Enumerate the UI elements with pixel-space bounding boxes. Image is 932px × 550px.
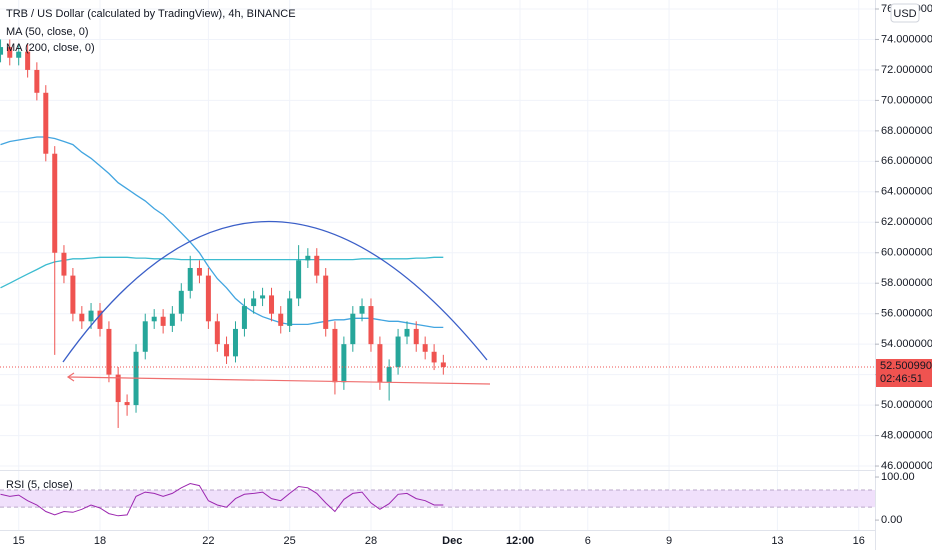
currency-badge[interactable] — [890, 3, 920, 23]
x-tick-label: 6 — [585, 535, 591, 547]
trend-arrow — [66, 372, 75, 382]
last-price-badge — [876, 358, 932, 387]
grid — [0, 0, 875, 530]
x-tick-label: 22 — [202, 535, 214, 547]
candle-body — [287, 298, 293, 326]
x-tick-label: 9 — [666, 535, 672, 547]
y-tick-label: 46.000000 — [881, 460, 932, 472]
candle-body — [34, 69, 40, 93]
candle-body — [368, 306, 374, 345]
y-tick-label: 72.000000 — [881, 64, 932, 76]
y-tick-label: 64.000000 — [881, 186, 932, 198]
currency[interactable]: USD — [893, 8, 916, 20]
y-tick-label: 70.000000 — [881, 94, 932, 106]
candle-body — [61, 252, 67, 276]
legend-ma50: MA (50, close, 0) — [6, 26, 89, 38]
candle-body — [178, 290, 184, 314]
candle-body — [404, 328, 410, 337]
arc-drawing — [62, 221, 488, 363]
rsi-tick-label: 0.00 — [881, 514, 902, 526]
candle-body — [214, 321, 220, 345]
y-tick-label: 62.000000 — [881, 216, 932, 228]
y-tick-label: 50.000000 — [881, 399, 932, 411]
candle-body — [422, 344, 428, 352]
candle-body — [151, 316, 157, 322]
candle-body — [323, 275, 329, 329]
candle-body — [7, 47, 13, 58]
ma-line — [0, 256, 444, 289]
y-tick-label: 56.000000 — [881, 308, 932, 320]
candle-body — [341, 344, 347, 383]
rsi-pane — [0, 482, 875, 517]
rsi-band — [0, 489, 875, 508]
x-tick-label: 15 — [13, 535, 25, 547]
candle-body — [440, 362, 446, 368]
candle-body — [142, 321, 148, 352]
candle-body — [205, 275, 211, 322]
candle-body — [79, 313, 85, 322]
candle-body — [196, 267, 202, 276]
x-tick-label: 16 — [853, 535, 865, 547]
candle-body — [106, 328, 112, 375]
candle-body — [377, 344, 383, 383]
x-tick-label: Dec — [442, 535, 462, 547]
legend-ma200: MA (200, close, 0) — [6, 42, 95, 54]
x-tick-label: 18 — [94, 535, 106, 547]
candle-body — [232, 328, 238, 357]
last-price-label: 52.500990 — [880, 360, 932, 372]
candle-body — [241, 306, 247, 329]
candle-body — [52, 153, 58, 253]
y-tick-label: 68.000000 — [881, 125, 932, 137]
candle-body — [395, 336, 401, 368]
candle-body — [260, 295, 266, 299]
y-tick-label: 54.000000 — [881, 338, 932, 350]
x-tick-label: 28 — [365, 535, 377, 547]
candle-body — [124, 402, 130, 406]
candle-body — [359, 306, 365, 314]
candle-body — [269, 295, 275, 314]
rsi-tick-label: 100.00 — [881, 471, 915, 483]
candle-body — [160, 316, 166, 326]
candle-body — [251, 298, 257, 307]
candle-body — [296, 260, 302, 299]
x-tick-label: 12:00 — [506, 535, 534, 547]
rsi-line — [0, 482, 444, 517]
candle-body — [278, 313, 284, 326]
candle-body — [43, 92, 49, 154]
candle-body — [314, 255, 320, 276]
candle-body — [0, 47, 4, 55]
candle-body — [413, 328, 419, 345]
chart-title: TRB / US Dollar (calculated by TradingVi… — [6, 8, 296, 20]
countdown: 02:46:51 — [880, 373, 923, 385]
candle-body — [224, 344, 230, 357]
candle-body — [169, 313, 175, 326]
y-tick-label: 48.000000 — [881, 429, 932, 441]
y-tick-label: 74.000000 — [881, 33, 932, 45]
candle-body — [386, 367, 392, 383]
y-tick-label: 60.000000 — [881, 247, 932, 259]
candle-body — [350, 313, 356, 345]
candle-body — [305, 255, 311, 261]
y-tick-label: 66.000000 — [881, 155, 932, 167]
candle-body — [431, 351, 437, 363]
rsi-label: RSI (5, close) — [6, 479, 73, 491]
candle-body — [16, 51, 22, 58]
trend-line — [67, 376, 491, 385]
candle-body — [25, 51, 31, 70]
candle-body — [187, 267, 193, 291]
candle-body — [88, 310, 94, 322]
candle-body — [97, 310, 103, 329]
y-tick-label: 58.000000 — [881, 277, 932, 289]
candle-body — [115, 374, 121, 403]
candle-body — [70, 275, 76, 314]
candle-body — [332, 328, 338, 383]
x-tick-label: 13 — [771, 535, 783, 547]
axes: 46.00000048.00000050.00000052.00000054.0… — [13, 3, 932, 547]
x-tick-label: 25 — [284, 535, 296, 547]
